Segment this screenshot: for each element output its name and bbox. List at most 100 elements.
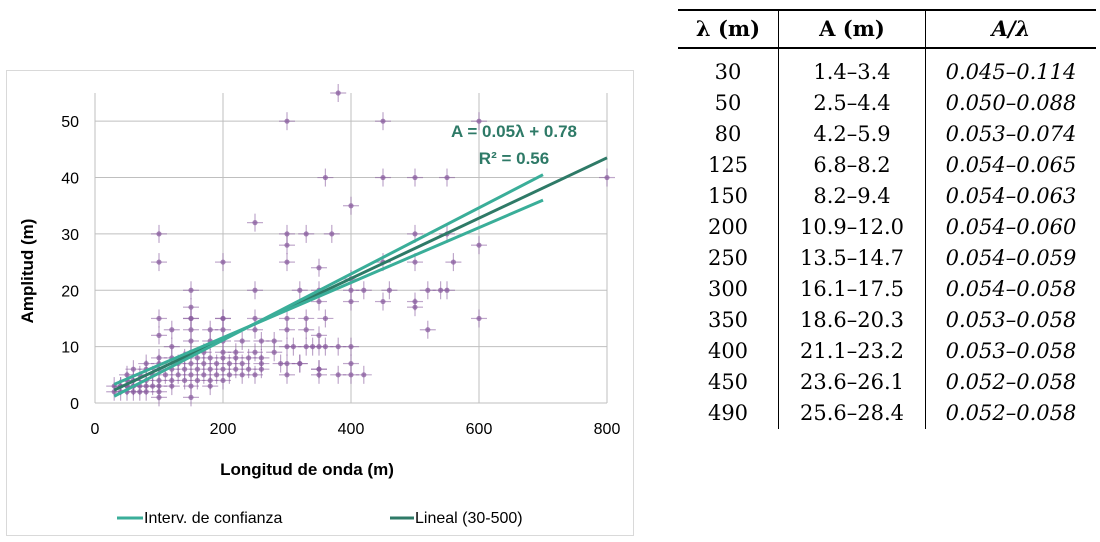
cell-lambda: 200 (678, 212, 779, 244)
chart-panel: 0 10 20 30 40 50 0 200 400 600 800 A = 0.05λ + 0.7… (6, 70, 634, 536)
x-tick-label: 0 (91, 421, 100, 438)
data-point (375, 112, 391, 131)
regression-equation: A = 0.05λ + 0.78 (451, 122, 577, 141)
y-tick-label: 0 (70, 396, 79, 413)
cell-amplitude: 4.2–5.9 (778, 119, 926, 151)
cell-amplitude: 6.8–8.2 (778, 150, 926, 182)
data-point (375, 168, 391, 187)
data-point (279, 365, 295, 384)
cell-amplitude: 21.1–23.2 (778, 336, 926, 368)
data-point (279, 112, 295, 131)
data-point (407, 168, 423, 187)
data-point (151, 326, 167, 345)
header-lambda: λ (m) (678, 8, 779, 50)
data-point (330, 337, 347, 356)
x-tick-label: 400 (338, 421, 365, 438)
table-row: 490 25.6–28.4 0.052–0.058 (678, 398, 1096, 430)
grid (94, 93, 608, 404)
y-tick-label: 50 (61, 114, 79, 131)
cell-lambda: 400 (678, 336, 779, 368)
cell-lambda: 490 (678, 398, 779, 430)
data-point (215, 320, 231, 339)
cell-ratio: 0.053–0.058 (945, 308, 1077, 333)
x-tick-label: 200 (210, 421, 237, 438)
data-point (343, 292, 359, 311)
data-point (291, 354, 308, 373)
ratio-table-container: λ (m) A (m) A/λ 30 1.4–3.4 0.045–0.114 50 2.… (678, 8, 1096, 430)
table-row: 50 2.5–4.4 0.050–0.088 (678, 88, 1096, 120)
data-point (234, 332, 251, 350)
table-row: 125 6.8–8.2 0.054–0.065 (678, 150, 1096, 182)
cell-amplitude: 23.6–26.1 (778, 367, 926, 399)
y-tick-label: 20 (61, 283, 79, 300)
data-point (234, 365, 251, 384)
y-tick-label: 40 (61, 171, 79, 188)
data-point (381, 281, 398, 300)
fit-lines (113, 156, 608, 398)
legend-ci-label: Interv. de confianza (144, 510, 283, 527)
cell-amplitude: 10.9–12.0 (778, 212, 926, 244)
data-point (183, 309, 199, 328)
data-point (432, 281, 449, 300)
table-row: 350 18.6–20.3 0.053–0.058 (678, 305, 1096, 337)
data-point (247, 281, 263, 300)
cell-lambda: 80 (678, 119, 779, 151)
data-point (355, 281, 372, 300)
cell-amplitude: 18.6–20.3 (778, 305, 926, 337)
data-point (183, 281, 199, 300)
data-point (471, 236, 487, 255)
legend: Interv. de confianza Lineal (30-500) (117, 510, 523, 527)
legend-fit-label: Lineal (30-500) (415, 510, 523, 527)
cell-amplitude: 1.4–3.4 (778, 48, 926, 89)
data-point (343, 337, 359, 356)
header-ratio: A/λ (925, 8, 1096, 50)
cell-ratio: 0.053–0.074 (945, 122, 1077, 147)
data-point (375, 292, 391, 311)
cell-ratio: 0.052–0.058 (945, 370, 1077, 395)
table-header-row: λ (m) A (m) A/λ (678, 8, 1096, 50)
data-point (599, 168, 615, 187)
data-point (151, 253, 167, 272)
data-point (419, 320, 436, 339)
data-point (439, 168, 455, 187)
ratio-table: λ (m) A (m) A/λ 30 1.4–3.4 0.045–0.114 50 2.… (678, 8, 1096, 430)
table-row: 450 23.6–26.1 0.052–0.058 (678, 367, 1096, 399)
table-row: 80 4.2–5.9 0.053–0.074 (678, 119, 1096, 151)
x-axis-title: Longitud de onda (m) (220, 460, 394, 479)
x-tick-label: 800 (594, 421, 621, 438)
y-tick-label: 10 (61, 340, 79, 357)
cell-ratio: 0.053–0.058 (945, 339, 1077, 364)
data-point (291, 281, 308, 300)
table-row: 200 10.9–12.0 0.054–0.060 (678, 212, 1096, 244)
table-body: 30 1.4–3.4 0.045–0.114 50 2.5–4.4 0.050–0.088… (678, 48, 1096, 430)
cell-ratio: 0.054–0.059 (945, 246, 1077, 271)
cell-ratio: 0.054–0.065 (945, 153, 1077, 178)
data-point (266, 343, 283, 362)
data-point (298, 224, 315, 243)
table-row: 150 8.2–9.4 0.054–0.063 (678, 181, 1096, 213)
r-squared: R² = 0.56 (479, 149, 549, 168)
data-point (311, 258, 327, 277)
data-point (323, 224, 340, 243)
confidence-line (113, 198, 544, 386)
data-point (151, 309, 167, 328)
cell-lambda: 450 (678, 367, 779, 399)
cell-lambda: 150 (678, 181, 779, 213)
data-point (183, 388, 199, 407)
data-point (330, 365, 347, 384)
data-point (471, 309, 487, 328)
x-tick-label: 600 (466, 421, 493, 438)
data-point (343, 196, 359, 215)
cell-lambda: 50 (678, 88, 779, 120)
table-row: 400 21.1–23.2 0.053–0.058 (678, 336, 1096, 368)
y-tick-label: 30 (61, 227, 79, 244)
table-row: 300 16.1–17.5 0.054–0.058 (678, 274, 1096, 306)
data-point (279, 337, 295, 356)
cell-lambda: 30 (678, 48, 779, 89)
cell-lambda: 125 (678, 150, 779, 182)
data-point (247, 365, 263, 384)
header-amplitude: A (m) (778, 8, 926, 50)
data-point (163, 320, 180, 339)
cell-amplitude: 2.5–4.4 (778, 88, 926, 120)
data-point (151, 388, 167, 407)
